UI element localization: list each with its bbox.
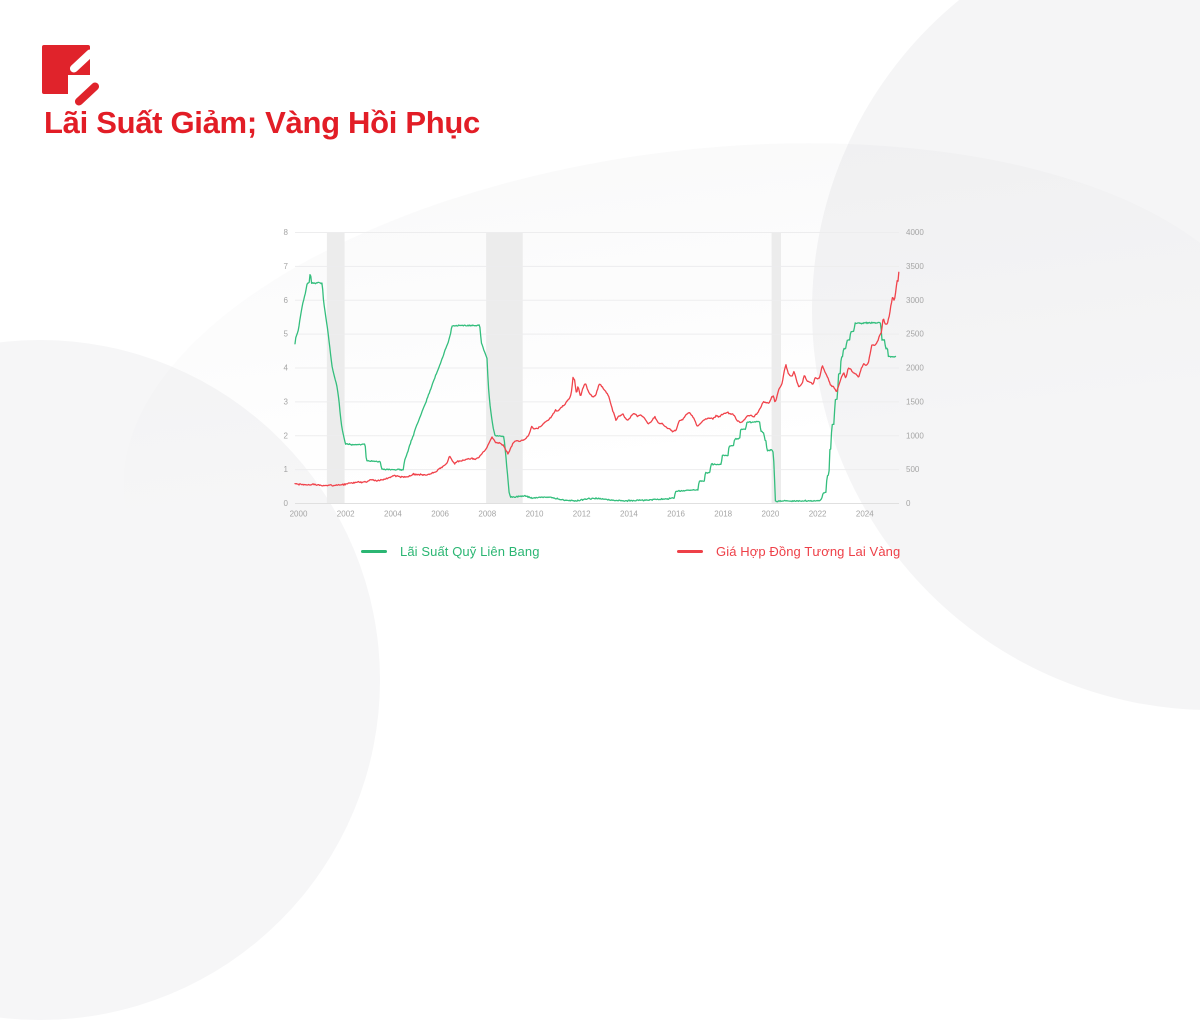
y-axis-right-tick-label: 3500 xyxy=(906,262,924,271)
page-title: Lãi Suất Giảm; Vàng Hồi Phục xyxy=(44,105,480,140)
x-axis-tick-label: 2014 xyxy=(620,510,638,519)
x-axis-tick-label: 2016 xyxy=(667,510,685,519)
y-axis-left-tick-label: 6 xyxy=(284,296,289,305)
legend-item-fed-funds-rate: Lãi Suất Quỹ Liên Bang xyxy=(361,544,540,559)
y-axis-right-tick-label: 1500 xyxy=(906,397,924,406)
y-axis-right-tick-label: 2500 xyxy=(906,330,924,339)
x-axis-tick-label: 2018 xyxy=(714,510,732,519)
legend-label-gold-futures: Giá Hợp Đồng Tương Lai Vàng xyxy=(716,544,901,559)
y-axis-left-tick-label: 7 xyxy=(284,262,289,271)
y-axis-right-tick-label: 0 xyxy=(906,499,911,508)
x-axis-tick-label: 2024 xyxy=(856,510,874,519)
x-axis-tick-label: 2000 xyxy=(290,510,308,519)
x-axis-tick-label: 2006 xyxy=(431,510,449,519)
x-axis-tick-label: 2008 xyxy=(478,510,496,519)
y-axis-left-tick-label: 5 xyxy=(284,330,289,339)
y-axis-left-tick-label: 8 xyxy=(284,228,289,237)
y-axis-right-tick-label: 4000 xyxy=(906,228,924,237)
x-axis-tick-label: 2002 xyxy=(337,510,355,519)
y-axis-left-tick-label: 1 xyxy=(284,465,289,474)
y-axis-right-tick-label: 3000 xyxy=(906,296,924,305)
series-line-fed-funds xyxy=(294,274,897,503)
x-axis-tick-label: 2004 xyxy=(384,510,402,519)
x-axis-tick-label: 2020 xyxy=(762,510,780,519)
series-line-gold xyxy=(294,271,900,487)
brand-logo xyxy=(42,45,104,109)
y-axis-left-tick-label: 4 xyxy=(284,364,289,373)
y-axis-left-tick-label: 0 xyxy=(284,499,289,508)
legend-item-gold-futures: Giá Hợp Đồng Tương Lai Vàng xyxy=(677,544,900,559)
x-axis-tick-label: 2022 xyxy=(809,510,827,519)
y-axis-left-tick-label: 2 xyxy=(284,431,289,440)
chart-svg: 0 1 2 3 4 5 6 7 8 0 500 1000 1500 2000 2500 3000 3500 400… xyxy=(284,228,925,519)
legend-dash-green-icon xyxy=(361,550,387,553)
y-axis-right-tick-label: 500 xyxy=(906,465,920,474)
y-axis-right-tick-label: 2000 xyxy=(906,364,924,373)
legend-dash-red-icon xyxy=(677,550,703,553)
y-axis-right-tick-label: 1000 xyxy=(906,431,924,440)
legend-label-fed-funds-rate: Lãi Suất Quỹ Liên Bang xyxy=(400,544,540,559)
x-axis-tick-label: 2010 xyxy=(526,510,544,519)
x-axis-tick-label: 2012 xyxy=(573,510,591,519)
y-axis-left-tick-label: 3 xyxy=(284,397,289,406)
